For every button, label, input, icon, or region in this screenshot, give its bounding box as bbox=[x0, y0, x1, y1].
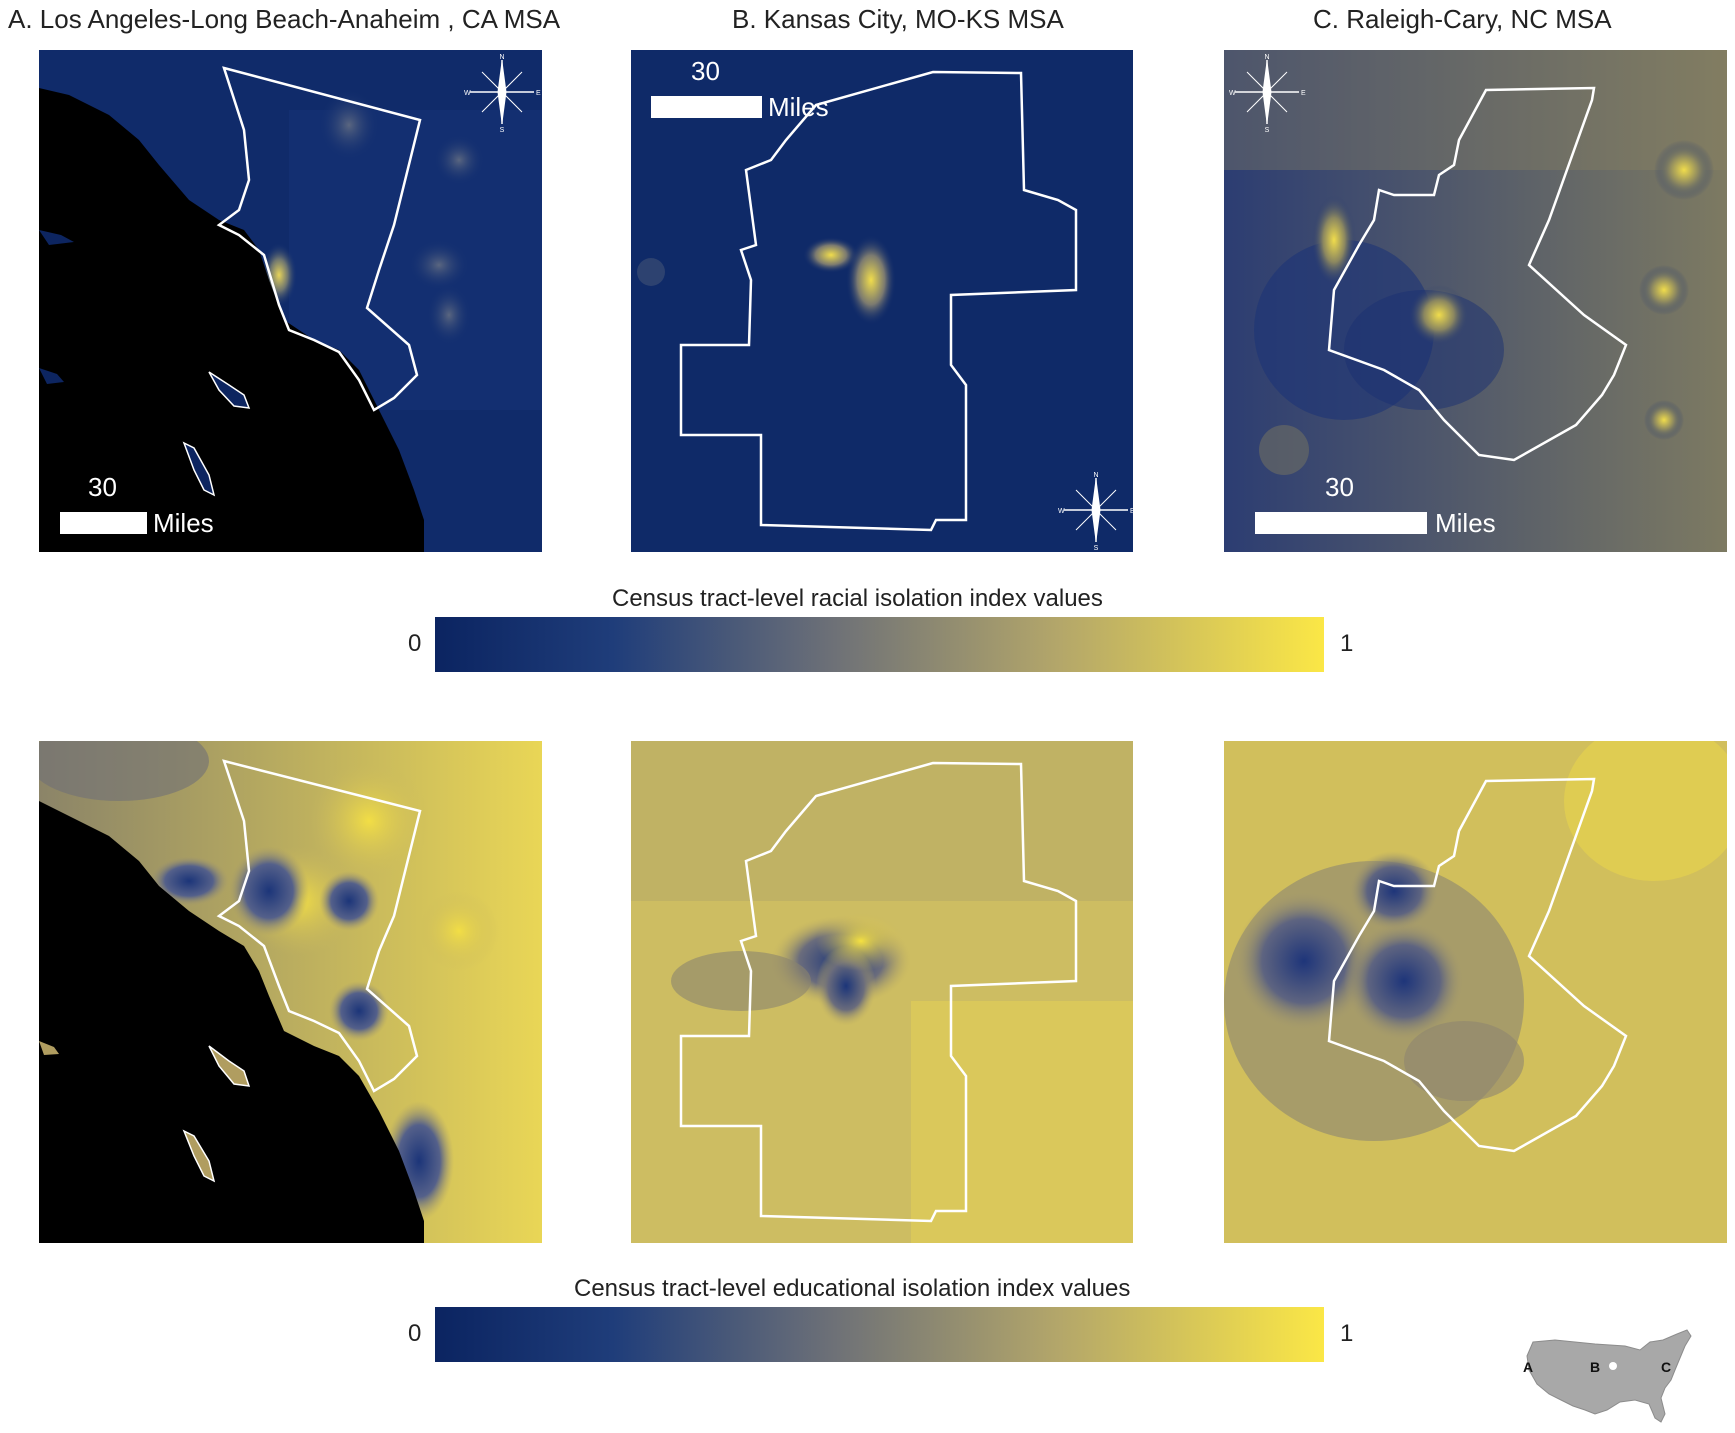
legend-color-bar-racial bbox=[435, 617, 1324, 672]
svg-text:S: S bbox=[500, 127, 505, 132]
svg-text:E: E bbox=[1130, 508, 1135, 515]
legend-min-racial: 0 bbox=[408, 630, 422, 657]
scale-unit: Miles bbox=[1435, 508, 1496, 538]
scale-distance: 30 bbox=[88, 472, 117, 502]
svg-text:N: N bbox=[499, 54, 504, 61]
scale-bar-c: 30 Miles bbox=[1255, 472, 1515, 542]
legend-title-educational: Census tract-level educational isolation… bbox=[574, 1275, 1131, 1302]
scale-unit: Miles bbox=[153, 508, 214, 538]
scale-distance: 30 bbox=[1325, 472, 1354, 502]
map-la-educational bbox=[39, 741, 542, 1243]
scale-bar-segment bbox=[60, 512, 147, 534]
map-kc-racial bbox=[631, 50, 1133, 552]
svg-text:N: N bbox=[1093, 472, 1098, 479]
inset-label-c: C bbox=[1661, 1359, 1671, 1375]
svg-text:W: W bbox=[1229, 90, 1236, 97]
svg-text:W: W bbox=[1058, 508, 1065, 515]
svg-text:N: N bbox=[1264, 54, 1269, 61]
legend-color-bar-educational bbox=[435, 1307, 1324, 1362]
compass-rose-icon: N S W E bbox=[1229, 54, 1306, 132]
inset-label-a: A bbox=[1523, 1359, 1533, 1375]
us-locator-map: A B C bbox=[1523, 1329, 1692, 1423]
svg-text:S: S bbox=[1265, 127, 1270, 132]
legend-title-racial: Census tract-level racial isolation inde… bbox=[612, 585, 1103, 612]
panel-title-a: A. Los Angeles-Long Beach-Anaheim , CA M… bbox=[8, 4, 561, 34]
svg-text:E: E bbox=[536, 90, 541, 97]
legend-min-educational: 0 bbox=[408, 1320, 422, 1347]
map-kc-educational bbox=[631, 741, 1133, 1243]
scale-bar-b: 30 Miles bbox=[651, 56, 851, 126]
scale-bar-segment bbox=[1255, 512, 1427, 534]
panel-title-b: B. Kansas City, MO-KS MSA bbox=[732, 4, 1064, 34]
scale-unit: Miles bbox=[768, 92, 829, 122]
compass-rose-icon: N S W E bbox=[464, 54, 541, 132]
panel-title-c: C. Raleigh-Cary, NC MSA bbox=[1313, 4, 1612, 34]
map-la-racial bbox=[39, 50, 542, 552]
legend-max-educational: 1 bbox=[1340, 1320, 1354, 1347]
svg-text:E: E bbox=[1301, 90, 1306, 97]
map-raleigh-racial bbox=[1224, 50, 1727, 552]
scale-distance: 30 bbox=[691, 56, 720, 86]
map-raleigh-educational bbox=[1224, 741, 1727, 1243]
svg-text:S: S bbox=[1094, 545, 1099, 550]
scale-bar-a: 30 Miles bbox=[60, 472, 260, 542]
compass-rose-icon: N S W E bbox=[1058, 472, 1135, 550]
legend-max-racial: 1 bbox=[1340, 630, 1354, 657]
inset-label-b: B bbox=[1590, 1359, 1600, 1375]
svg-text:W: W bbox=[464, 90, 471, 97]
scale-bar-segment bbox=[651, 96, 762, 118]
